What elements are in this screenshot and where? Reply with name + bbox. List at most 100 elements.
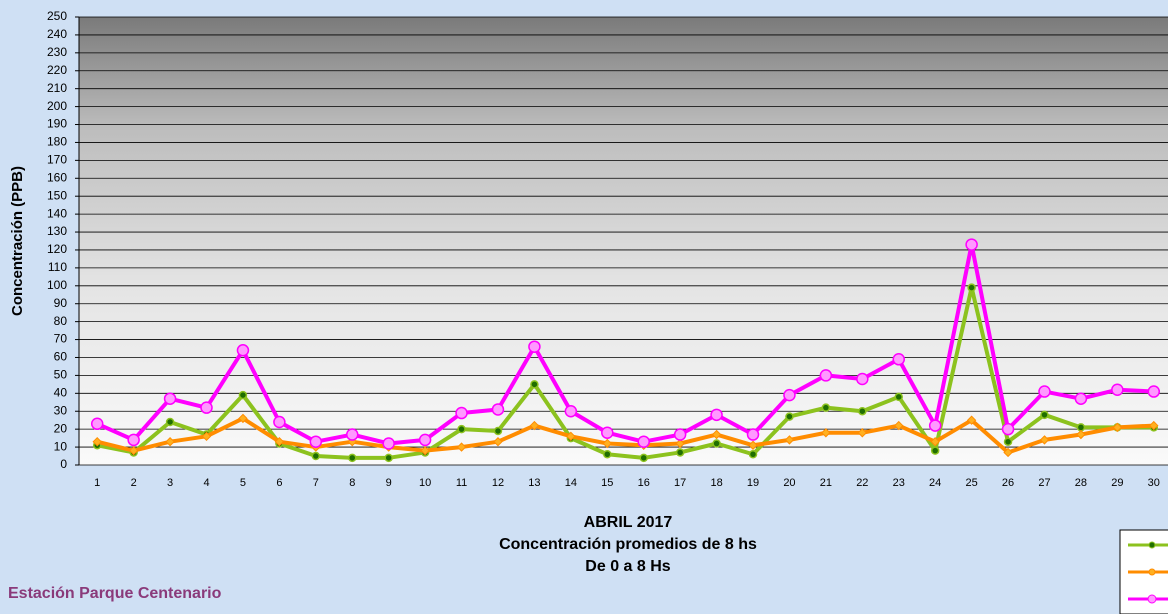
x-tick-label: 6	[276, 477, 282, 489]
data-point	[602, 427, 613, 438]
x-tick-label: 3	[167, 477, 173, 489]
data-point	[966, 239, 977, 250]
y-tick-label: 60	[54, 350, 68, 364]
data-point	[128, 434, 139, 445]
data-point	[492, 404, 503, 415]
x-tick-label: 27	[1038, 477, 1050, 489]
data-point	[494, 427, 501, 434]
data-point	[349, 454, 356, 461]
data-point	[786, 413, 793, 420]
data-point	[930, 420, 941, 431]
data-point	[677, 449, 684, 456]
y-tick-label: 110	[48, 260, 67, 274]
legend-marker	[1148, 595, 1156, 603]
x-tick-label: 1	[94, 477, 100, 489]
y-tick-label: 90	[54, 296, 68, 310]
x-tick-label: 2	[131, 477, 137, 489]
data-point	[1148, 386, 1159, 397]
x-tick-label: 19	[747, 477, 759, 489]
data-point	[239, 392, 246, 399]
y-tick-label: 130	[47, 224, 67, 238]
x-tick-label: 9	[386, 477, 392, 489]
data-point	[859, 408, 866, 415]
y-tick-label: 230	[47, 45, 67, 59]
data-point	[638, 436, 649, 447]
legend-marker	[1149, 542, 1155, 548]
y-tick-label: 210	[47, 81, 67, 95]
x-tick-label: 15	[601, 477, 613, 489]
y-tick-label: 20	[54, 421, 68, 435]
x-tick-label: 30	[1148, 477, 1160, 489]
x-tick-label: 24	[929, 477, 941, 489]
data-point	[1077, 424, 1084, 431]
x-tick-label: 17	[674, 477, 686, 489]
x-tick-label: 10	[419, 477, 431, 489]
x-tick-label: 5	[240, 477, 246, 489]
y-tick-label: 10	[54, 439, 68, 453]
data-point	[822, 404, 829, 411]
y-tick-label: 180	[47, 135, 67, 149]
title-line: Concentración promedios de 8 hs	[499, 536, 757, 553]
y-axis-title: Concentración (PPB)	[9, 166, 26, 316]
x-tick-label: 29	[1111, 477, 1123, 489]
data-point	[820, 370, 831, 381]
y-tick-label: 190	[47, 117, 67, 131]
x-tick-label: 13	[528, 477, 540, 489]
y-tick-label: 150	[47, 188, 67, 202]
x-tick-label: 12	[492, 477, 504, 489]
data-point	[531, 381, 538, 388]
data-point	[1003, 424, 1014, 435]
data-point	[604, 451, 611, 458]
x-tick-label: 11	[456, 477, 467, 489]
x-tick-label: 14	[565, 477, 577, 489]
x-tick-label: 28	[1075, 477, 1087, 489]
data-point	[675, 429, 686, 440]
data-point	[201, 402, 212, 413]
data-point	[748, 429, 759, 440]
y-tick-label: 120	[47, 242, 67, 256]
data-point	[640, 454, 647, 461]
x-tick-label: 4	[203, 477, 209, 489]
data-point	[385, 454, 392, 461]
y-tick-label: 0	[60, 457, 67, 471]
data-point	[1005, 438, 1012, 445]
y-tick-label: 100	[47, 278, 67, 292]
station-label: Estación Parque Centenario	[8, 585, 222, 602]
data-point	[310, 436, 321, 447]
data-point	[1041, 411, 1048, 418]
data-point	[893, 354, 904, 365]
x-tick-label: 21	[820, 477, 832, 489]
data-point	[237, 345, 248, 356]
data-point	[711, 409, 722, 420]
x-tick-label: 18	[710, 477, 722, 489]
data-point	[1039, 386, 1050, 397]
x-tick-label: 26	[1002, 477, 1014, 489]
y-tick-label: 200	[47, 99, 67, 113]
data-point	[167, 418, 174, 425]
data-point	[895, 393, 902, 400]
x-tick-label: 23	[893, 477, 905, 489]
x-tick-label: 25	[965, 477, 977, 489]
data-point	[857, 373, 868, 384]
data-point	[312, 453, 319, 460]
chart: Concentración (PPB) ABRIL 2017 Concentra…	[0, 0, 1168, 614]
data-point	[968, 284, 975, 291]
x-tick-label: 16	[638, 477, 650, 489]
data-point	[1112, 384, 1123, 395]
data-point	[458, 426, 465, 433]
data-point	[347, 429, 358, 440]
data-point	[713, 440, 720, 447]
data-point	[92, 418, 103, 429]
x-tick-label: 22	[856, 477, 868, 489]
data-point	[529, 341, 540, 352]
y-tick-label: 30	[54, 403, 68, 417]
legend-marker	[1149, 569, 1155, 575]
data-point	[420, 434, 431, 445]
data-point	[274, 416, 285, 427]
data-point	[456, 408, 467, 419]
data-point	[1075, 393, 1086, 404]
y-tick-label: 170	[47, 153, 67, 167]
title-line: ABRIL 2017	[584, 514, 673, 531]
data-point	[784, 390, 795, 401]
data-point	[932, 447, 939, 454]
